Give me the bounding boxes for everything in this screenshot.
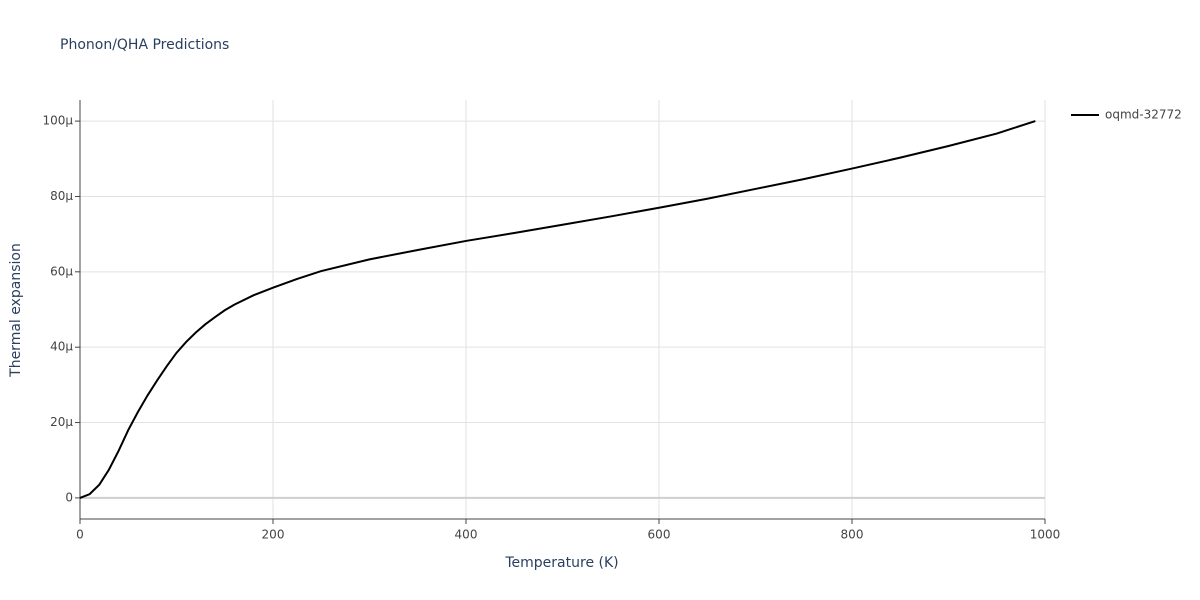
y-tick-label: 40µ [50, 340, 73, 354]
chart-title: Phonon/QHA Predictions [60, 37, 229, 53]
legend-label: oqmd-32772 [1105, 108, 1182, 122]
y-tick-label: 0 [65, 490, 73, 504]
y-axis-title: Thermal expansion [8, 243, 24, 378]
y-tick-label: 20µ [50, 415, 73, 429]
x-tick-label: 200 [262, 528, 285, 542]
x-tick-label: 1000 [1030, 528, 1061, 542]
x-tick-label: 400 [455, 528, 478, 542]
x-tick-label: 800 [841, 528, 864, 542]
x-tick-label: 0 [76, 528, 84, 542]
y-tick-label: 60µ [50, 264, 73, 278]
line [79, 120, 1036, 499]
y-tick-label: 100µ [42, 114, 73, 128]
y-tick-label: 80µ [50, 189, 73, 203]
x-tick-label: 600 [648, 528, 671, 542]
x-axis-title: Temperature (K) [504, 555, 618, 571]
